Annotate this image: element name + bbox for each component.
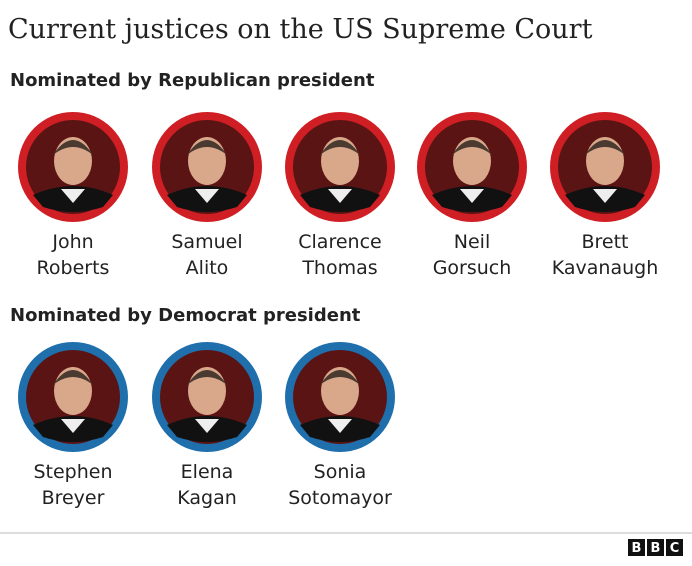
- justice: [152, 342, 262, 452]
- title: Current justices on the US Supreme Court: [8, 14, 593, 45]
- logo-block: [666, 539, 683, 556]
- first-name: John: [51, 231, 93, 253]
- first-name: Neil: [454, 231, 490, 253]
- face: [54, 137, 92, 185]
- justice: [417, 112, 527, 222]
- logo-letter: B: [651, 541, 661, 556]
- last-name: Kavanaugh: [552, 257, 659, 279]
- justice: [18, 112, 128, 222]
- collar: [593, 189, 617, 203]
- last-name: Breyer: [42, 487, 105, 509]
- face: [54, 367, 92, 415]
- collar: [195, 189, 219, 203]
- face: [453, 137, 491, 185]
- hair: [53, 140, 93, 155]
- face: [188, 367, 226, 415]
- collar: [328, 419, 352, 433]
- hair: [187, 140, 227, 155]
- logo-letter: B: [632, 541, 642, 556]
- face: [321, 137, 359, 185]
- justice: [18, 342, 128, 452]
- section-heading: Nominated by Republican president: [10, 70, 375, 91]
- last-name: Roberts: [37, 257, 110, 279]
- first-name: Sonia: [314, 461, 367, 483]
- collar: [61, 419, 85, 433]
- last-name: Gorsuch: [433, 257, 512, 279]
- first-name: Brett: [581, 231, 628, 253]
- logo-block: [647, 539, 664, 556]
- collar: [328, 189, 352, 203]
- face: [188, 137, 226, 185]
- face: [321, 367, 359, 415]
- hair: [53, 370, 93, 385]
- first-name: Stephen: [33, 461, 112, 483]
- logo-block: [628, 539, 645, 556]
- last-name: Thomas: [301, 257, 377, 279]
- justice: [550, 112, 660, 222]
- collar: [460, 189, 484, 203]
- last-name: Kagan: [177, 487, 237, 509]
- logo-letter: C: [670, 541, 680, 556]
- justice: [285, 112, 395, 222]
- last-name: Alito: [186, 257, 229, 279]
- section-heading: Nominated by Democrat president: [10, 305, 361, 326]
- hair: [320, 140, 360, 155]
- justice: [285, 342, 395, 452]
- last-name: Sotomayor: [288, 487, 392, 509]
- first-name: Clarence: [298, 231, 381, 253]
- collar: [195, 419, 219, 433]
- hair: [585, 140, 625, 155]
- hair: [320, 370, 360, 385]
- hair: [187, 370, 227, 385]
- first-name: Elena: [181, 461, 234, 483]
- face: [586, 137, 624, 185]
- hair: [452, 140, 492, 155]
- first-name: Samuel: [171, 231, 242, 253]
- justice: [152, 112, 262, 222]
- collar: [61, 189, 85, 203]
